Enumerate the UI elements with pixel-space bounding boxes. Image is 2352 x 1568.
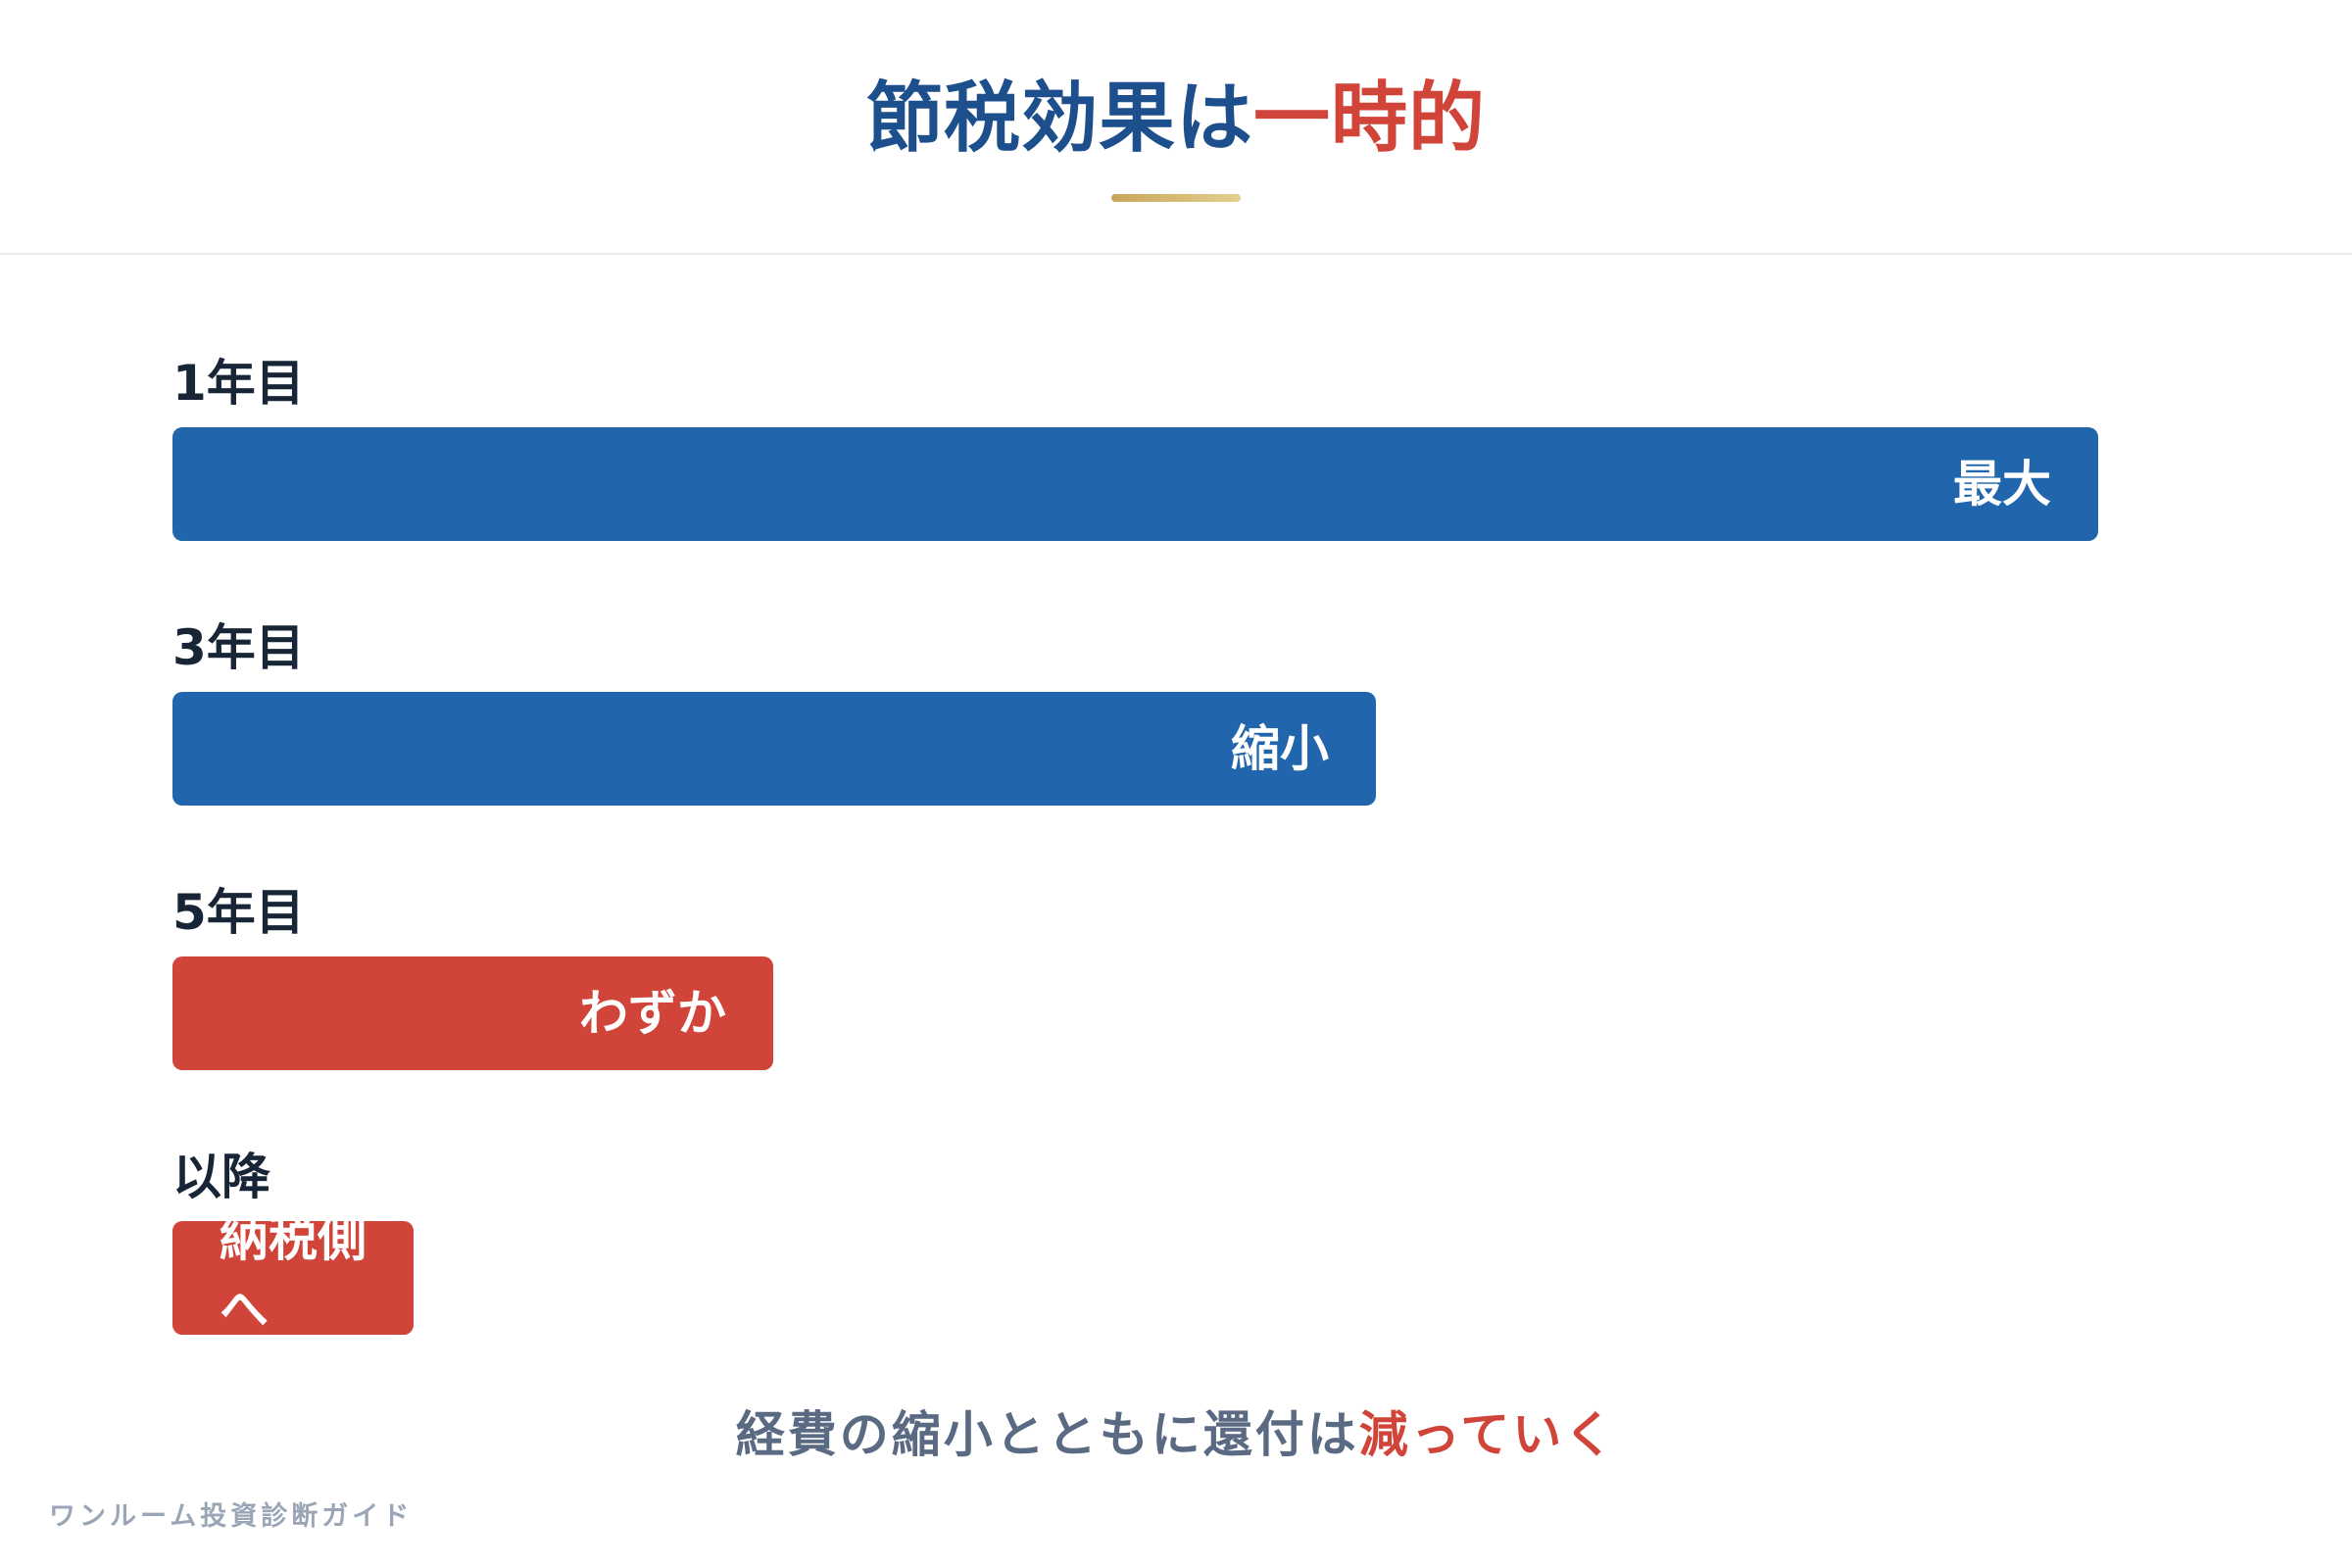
bar: 縮小 bbox=[172, 692, 1376, 806]
category-label: 以降 bbox=[172, 1149, 270, 1205]
bar: 納税側へ bbox=[172, 1221, 414, 1335]
chart-row: 1年目最大 bbox=[172, 349, 2230, 584]
footer-brand: ワンルーム投資診断ガイド bbox=[49, 1501, 414, 1532]
category-label: 5年目 bbox=[172, 884, 305, 941]
chart-caption: 経費の縮小とともに還付は減っていく bbox=[0, 1396, 2352, 1474]
caption-accent: 減っていく bbox=[1358, 1406, 1617, 1463]
bar: わずか bbox=[172, 956, 773, 1070]
chart-row: 3年目縮小 bbox=[172, 613, 2230, 849]
header: 節税効果は一時的 bbox=[0, 0, 2352, 255]
chart-row: 以降納税側へ bbox=[172, 1143, 2230, 1378]
bar-value-label: 縮小 bbox=[1231, 720, 1329, 777]
category-label: 3年目 bbox=[172, 619, 305, 676]
bar-value-label: わずか bbox=[579, 985, 726, 1042]
page-title-main: 節税効果は bbox=[865, 74, 1253, 163]
page-title-accent: 一時的 bbox=[1253, 74, 1487, 163]
caption-main: 経費の縮小とともに還付は bbox=[735, 1406, 1359, 1463]
category-label: 1年目 bbox=[172, 355, 305, 412]
bar-value-label: 最大 bbox=[1953, 456, 2051, 513]
bar-value-label: 納税側へ bbox=[220, 1221, 367, 1335]
chart-row: 5年目わずか bbox=[172, 878, 2230, 1113]
page-title: 節税効果は一時的 bbox=[0, 65, 2352, 172]
title-underline bbox=[1111, 194, 1241, 202]
bar: 最大 bbox=[172, 427, 2098, 541]
